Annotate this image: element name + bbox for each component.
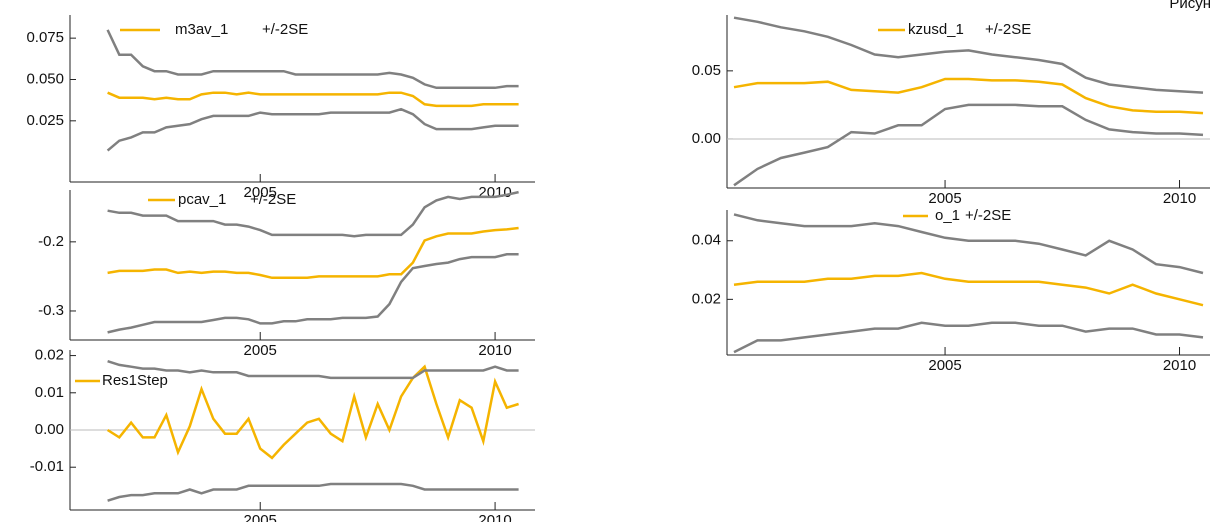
lower-band-line xyxy=(733,103,1204,187)
y-tick-label: 0.04 xyxy=(692,232,721,249)
legend-label: Res1Step xyxy=(102,372,168,389)
legend-label: o_1 xyxy=(935,207,960,224)
legend-label: pcav_1 xyxy=(178,191,226,208)
upper-band-line xyxy=(107,190,519,238)
x-tick-label: 2010 xyxy=(478,512,511,522)
y-tick-label: 0.01 xyxy=(35,384,64,401)
x-tick-label: 2010 xyxy=(1163,357,1196,374)
y-tick-label: 0.02 xyxy=(692,290,721,307)
upper-band-line xyxy=(733,213,1204,275)
lower-band-line xyxy=(107,482,519,502)
y-tick-label: 0.050 xyxy=(26,70,64,87)
upper-band-line xyxy=(106,29,519,90)
x-tick-label: 2005 xyxy=(244,512,277,522)
page-caption: Рисун xyxy=(1169,0,1211,12)
series-line xyxy=(107,91,519,108)
x-tick-label: 2005 xyxy=(928,190,961,207)
y-tick-label: 0.00 xyxy=(692,130,721,147)
x-tick-label: 2005 xyxy=(244,342,277,359)
y-tick-label: 0.075 xyxy=(26,29,64,46)
x-tick-label: 2010 xyxy=(1163,190,1196,207)
legend-label: +/-2SE xyxy=(985,21,1031,38)
lower-band-line xyxy=(733,321,1204,354)
series-line xyxy=(106,364,519,460)
series-line xyxy=(733,77,1204,115)
legend-label: +/-2SE xyxy=(262,21,308,38)
x-tick-label: 2005 xyxy=(928,357,961,374)
upper-band-line xyxy=(107,360,519,380)
y-tick-label: -0.3 xyxy=(38,302,64,319)
y-tick-label: 0.00 xyxy=(35,421,64,438)
x-tick-label: 2005 xyxy=(244,184,277,201)
x-tick-label: 2010 xyxy=(478,342,511,359)
legend-label: +/-2SE xyxy=(250,191,296,208)
upper-band-line xyxy=(733,16,1204,94)
lower-band-line xyxy=(107,253,519,334)
y-tick-label: 0.02 xyxy=(35,347,64,364)
series-line xyxy=(733,271,1204,307)
legend-label: +/-2SE xyxy=(965,207,1011,224)
x-tick-label: 2010 xyxy=(478,184,511,201)
y-tick-label: -0.01 xyxy=(30,458,64,475)
y-tick-label: 0.05 xyxy=(692,62,721,79)
legend-label: kzusd_1 xyxy=(908,21,964,38)
series-line xyxy=(107,226,519,280)
y-tick-label: -0.2 xyxy=(38,233,64,250)
legend-label: m3av_1 xyxy=(175,21,228,38)
y-tick-label: 0.025 xyxy=(26,112,64,129)
lower-band-line xyxy=(106,107,519,152)
